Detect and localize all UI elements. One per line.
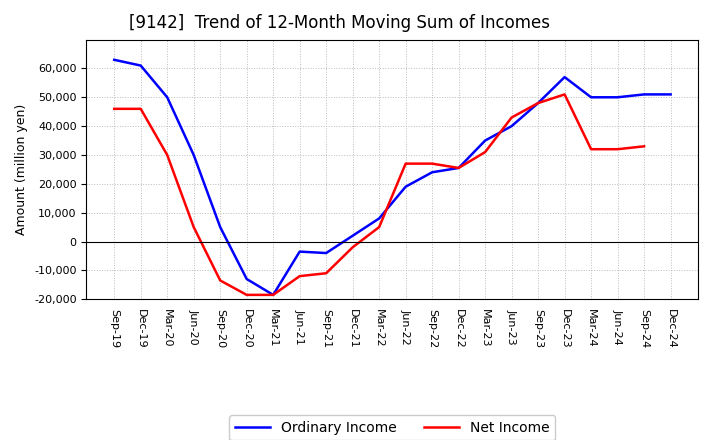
Net Income [348,245,357,250]
Net Income [243,292,251,297]
Ordinary Income [613,95,622,100]
Ordinary Income [189,152,198,158]
Net Income [322,271,330,276]
Ordinary Income [640,92,649,97]
Ordinary Income [163,95,171,100]
Ordinary Income [560,74,569,80]
Net Income [428,161,436,166]
Ordinary Income [534,100,542,106]
Ordinary Income [269,292,277,297]
Ordinary Income [401,184,410,189]
Ordinary Income [110,57,119,62]
Ordinary Income [454,165,463,171]
Legend: Ordinary Income, Net Income: Ordinary Income, Net Income [230,415,555,440]
Net Income [560,92,569,97]
Ordinary Income [348,233,357,238]
Net Income [136,106,145,111]
Ordinary Income [216,224,225,230]
Net Income [163,152,171,158]
Net Income [481,150,490,155]
Net Income [216,278,225,283]
Ordinary Income [428,170,436,175]
Y-axis label: Amount (million yen): Amount (million yen) [16,104,29,235]
Line: Ordinary Income: Ordinary Income [114,60,670,295]
Ordinary Income [587,95,595,100]
Ordinary Income [666,92,675,97]
Net Income [401,161,410,166]
Ordinary Income [322,250,330,256]
Net Income [613,147,622,152]
Net Income [587,147,595,152]
Text: [9142]  Trend of 12-Month Moving Sum of Incomes: [9142] Trend of 12-Month Moving Sum of I… [130,15,550,33]
Net Income [110,106,119,111]
Net Income [375,224,384,230]
Ordinary Income [481,138,490,143]
Net Income [295,274,304,279]
Net Income [508,115,516,120]
Ordinary Income [375,216,384,221]
Net Income [189,224,198,230]
Net Income [454,165,463,171]
Net Income [534,100,542,106]
Ordinary Income [243,276,251,282]
Ordinary Income [136,63,145,68]
Net Income [640,144,649,149]
Ordinary Income [508,124,516,129]
Ordinary Income [295,249,304,254]
Net Income [269,292,277,297]
Line: Net Income: Net Income [114,95,644,295]
